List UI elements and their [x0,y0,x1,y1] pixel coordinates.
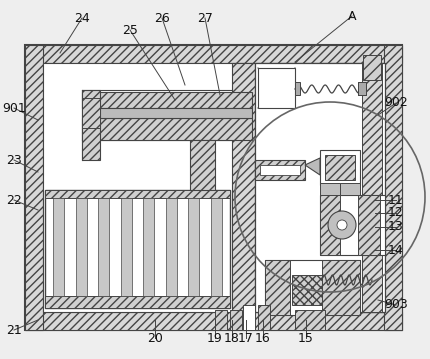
Circle shape [328,211,356,239]
Text: 13: 13 [388,220,404,233]
Text: 12: 12 [388,206,404,219]
Bar [143,198,154,296]
Text: 15: 15 [298,331,314,345]
Text: 903: 903 [384,298,408,312]
Bar [265,260,290,315]
Bar [25,45,402,63]
Bar [358,195,380,255]
Bar [82,118,252,140]
Bar [292,275,322,305]
Text: 902: 902 [384,97,408,109]
Bar [166,198,177,296]
Text: 26: 26 [154,11,170,24]
Bar [25,45,402,330]
Bar [215,310,227,330]
Bar [320,195,385,255]
Bar [320,195,340,255]
Bar [43,63,384,312]
Text: 25: 25 [122,23,138,37]
Bar [243,305,255,330]
Bar [320,183,340,195]
Bar [188,198,200,296]
Bar [358,82,366,95]
Bar [45,190,230,308]
Text: 22: 22 [6,194,22,206]
Text: 18: 18 [224,331,240,345]
Bar [53,198,64,296]
Text: 20: 20 [147,331,163,345]
Bar [255,63,385,312]
Bar [211,198,222,296]
Bar [363,55,381,80]
Bar [295,82,300,95]
Text: 11: 11 [388,194,404,206]
Bar [384,45,402,330]
Text: 24: 24 [74,11,90,24]
Bar [265,260,360,315]
Bar [82,90,100,160]
Text: 21: 21 [6,323,22,336]
Text: 901: 901 [2,102,26,115]
Bar [230,310,242,330]
Text: 27: 27 [197,11,213,24]
Bar [258,68,295,108]
Bar [260,165,300,175]
Text: 14: 14 [388,243,404,256]
Text: 19: 19 [207,331,223,345]
Bar [295,310,325,330]
Bar [325,155,355,180]
Bar [232,63,255,312]
Bar [45,190,230,198]
Bar [258,305,270,330]
Bar [320,150,360,185]
Polygon shape [305,158,320,175]
Text: 23: 23 [6,154,22,167]
Text: A: A [348,9,356,23]
Bar [82,98,100,128]
Circle shape [337,220,347,230]
Bar [25,312,402,330]
Text: 17: 17 [238,331,254,345]
Bar [190,140,215,190]
Bar [362,63,382,312]
Bar [100,108,252,118]
Bar [76,198,87,296]
Bar [25,45,43,330]
Bar [120,198,132,296]
Text: 16: 16 [255,331,271,345]
Bar [255,160,305,180]
Bar [82,92,252,108]
Bar [340,183,360,195]
Bar [98,198,109,296]
Bar [45,296,230,308]
Bar [322,260,360,315]
Bar [358,82,366,95]
